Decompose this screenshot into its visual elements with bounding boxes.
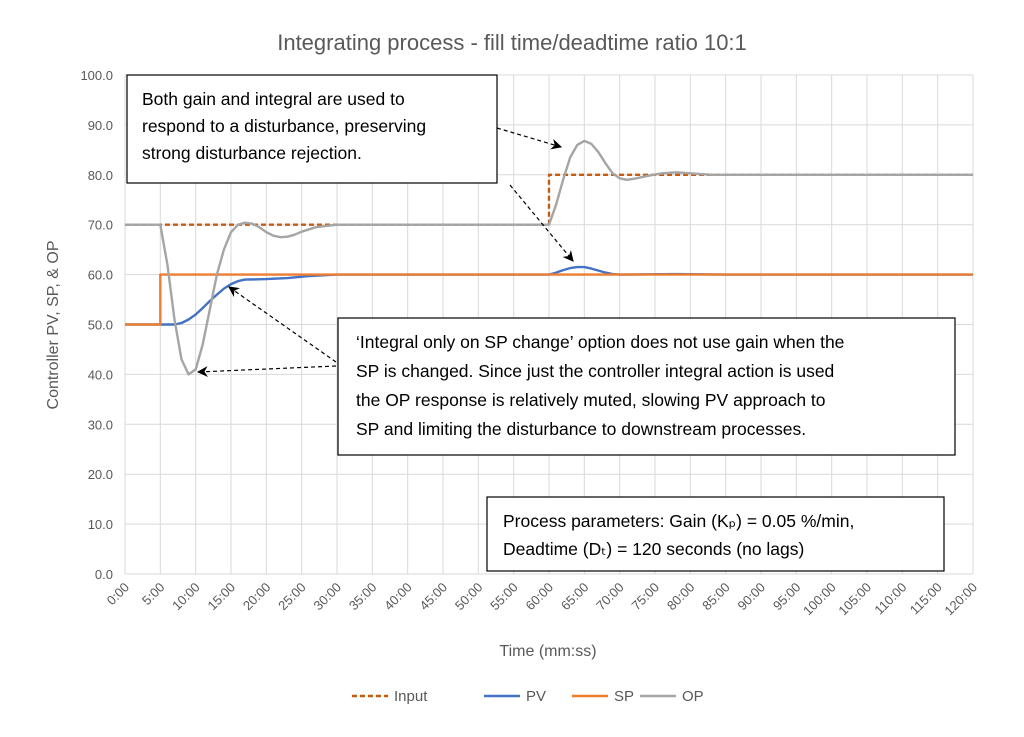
annotation-arrow [228,286,337,363]
series-lines [125,139,973,376]
x-tick-label: 40:00 [381,580,415,614]
y-tick-label: 70.0 [88,218,113,233]
annotation-arrow [496,127,563,150]
x-tick-label: 75:00 [629,580,663,614]
annotation-box [337,317,956,456]
annotation-text: SP and limiting the disturbance to downs… [356,419,806,439]
x-tick-label: 85:00 [699,580,733,614]
series-line-sp [125,273,973,326]
annotation-text: ‘Integral only on SP change’ option does… [356,332,844,352]
y-tick-label: 90.0 [88,118,113,133]
y-tick-label: 0.0 [95,567,113,582]
x-tick-label: 25:00 [275,580,309,614]
y-tick-label: 60.0 [88,268,113,283]
x-tick-label: 5:00 [139,580,168,609]
x-tick-label: 105:00 [835,580,874,619]
y-tick-label: 40.0 [88,367,113,382]
annotation-arrow [509,184,574,262]
annotation-text: Both gain and integral are used to [142,89,405,109]
annotation-text: SP is changed. Since just the controller… [356,361,834,381]
annotation-text: Process parameters: Gain (Kₚ) = 0.05 %/m… [503,511,854,531]
x-tick-label: 35:00 [346,580,380,614]
x-tick-label: 20:00 [240,580,274,614]
y-axis-ticks: 0.0 10.0 20.0 30.0 40.0 50.0 60.0 70.0 80.0 90.0 1… [80,68,113,582]
x-tick-label: 120:00 [941,580,980,619]
chart-title: Integrating process - fill time/deadtime… [277,30,747,55]
x-axis-label: Time (mm:ss) [499,643,596,660]
legend-label-sp: SP [614,688,634,705]
y-tick-label: 100.0 [80,68,113,83]
legend: Input PV SP OP [352,688,704,705]
y-tick-label: 10.0 [88,517,113,532]
x-tick-label: 60:00 [523,580,557,614]
x-tick-label: 115:00 [907,580,945,618]
y-tick-label: 50.0 [88,318,113,333]
x-tick-label: 100:00 [800,580,839,619]
x-tick-label: 80:00 [664,580,698,614]
annotation-text: the OP response is relatively muted, slo… [356,390,826,410]
x-tick-label: 45:00 [417,580,451,614]
x-tick-label: 95:00 [770,580,804,614]
x-tick-label: 15:00 [205,580,239,614]
annotation-text: respond to a disturbance, preserving [142,116,426,136]
annotation-text: Deadtime (Dₜ) = 120 seconds (no lags) [503,539,804,559]
x-tick-label: 110:00 [871,580,909,618]
y-tick-label: 80.0 [88,168,113,183]
x-tick-label: 55:00 [487,580,521,614]
annotation-box [486,496,945,572]
annotation-box [126,74,498,184]
x-tick-label: 30:00 [311,580,345,614]
x-tick-label: 0:00 [104,580,133,609]
annotation-text: strong disturbance rejection. [142,143,362,163]
x-tick-label: 65:00 [558,580,592,614]
legend-label-input: Input [394,688,428,705]
legend-label-op: OP [682,688,704,705]
x-tick-label: 70:00 [593,580,627,614]
y-tick-label: 30.0 [88,417,113,432]
series-line-op [125,139,973,376]
annotation-arrow [196,365,337,377]
x-tick-label: 10:00 [169,580,203,614]
annotations: Both gain and integral are used to respon… [126,74,956,572]
legend-label-pv: PV [526,688,546,705]
x-axis-ticks: 0:00 5:00 10:00 15:00 20:00 25:00 30:00 35:00 40… [104,580,981,619]
y-axis-label: Controller PV, SP, & OP [45,241,62,410]
x-tick-label: 50:00 [452,580,486,614]
y-tick-label: 20.0 [88,467,113,482]
x-tick-label: 90:00 [735,580,769,614]
